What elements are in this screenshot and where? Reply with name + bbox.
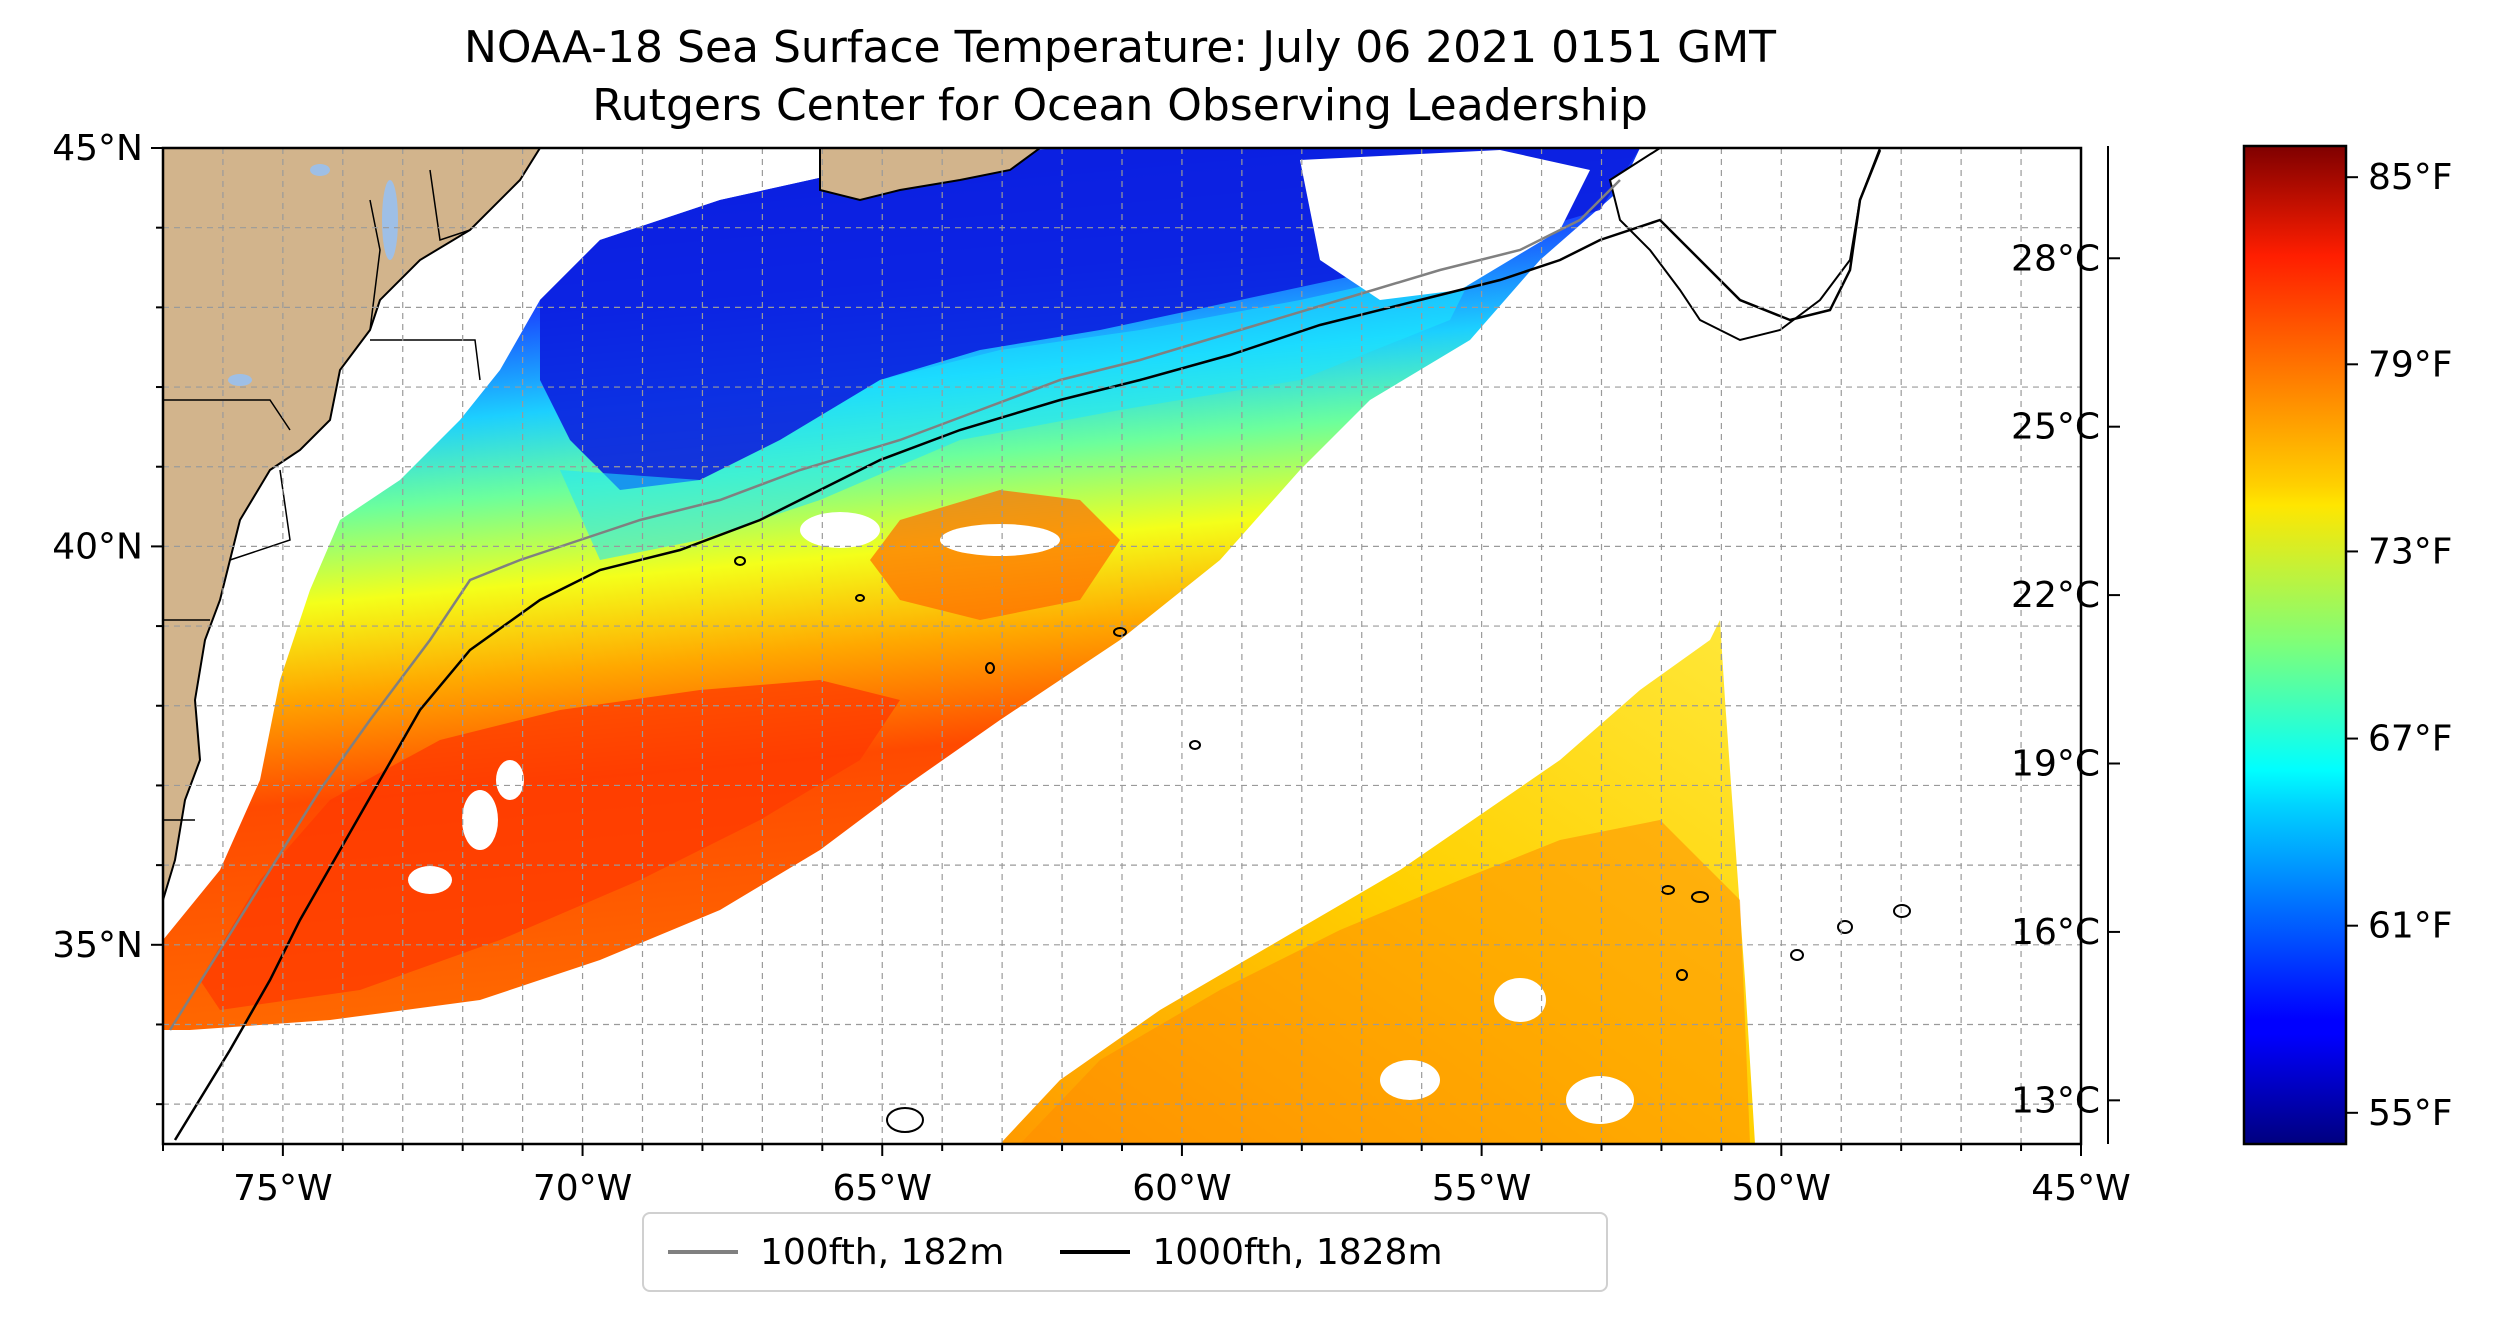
south-swath-warm-area [1020,820,1750,1144]
fahrenheit-tick-label: 85°F [2368,157,2453,198]
lon-tick-label: 50°W [1732,1168,1831,1209]
fahrenheit-tick-label: 55°F [2368,1093,2453,1134]
chart-subtitle: Rutgers Center for Ocean Observing Leade… [592,80,1648,131]
isobath-1000fth [173,149,1882,1141]
chart-title: NOAA-18 Sea Surface Temperature: July 06… [463,22,1777,73]
map-canvas [163,148,2081,1144]
lon-tick-label: 65°W [833,1168,932,1209]
fahrenheit-tick-label: 79°F [2368,344,2453,385]
legend-label-100fth: 100fth, 182m [760,1231,1005,1273]
colorbar [2242,144,2348,1146]
legend-entry-100fth: 100fth, 182m [668,1232,1004,1273]
land-north-america [163,148,542,901]
fahrenheit-tick-label: 73°F [2368,531,2453,572]
isobath-100fth [168,179,1621,1031]
lon-tick-label: 55°W [1432,1168,1531,1209]
fahrenheit-tick-label: 61°F [2368,906,2453,947]
cloud-gaps [165,150,1634,1144]
lon-tick-label: 70°W [533,1168,632,1209]
lakes [228,164,398,386]
celsius-tick-label: 19°C [2011,744,2100,785]
legend-line-1000fth [1060,1250,1131,1254]
lat-tick-label: 45°N [52,128,143,169]
fahrenheit-axis: 85°F 79°F 73°F 67°F 61°F 55°F [2346,157,2453,1134]
lat-tick-label: 40°N [52,526,143,567]
lat-tick-label: 35°N [52,925,143,966]
celsius-axis: 28°C 25°C 22°C 19°C 16°C 13°C [2011,146,2120,1144]
longitude-axis: 75°W 70°W 65°W 60°W 55°W 50°W 45°W [162,1144,2131,1209]
legend-line-100fth [668,1250,738,1254]
legend-label-1000fth: 1000fth, 1828m [1152,1231,1443,1273]
celsius-tick-label: 16°C [2011,912,2100,953]
fahrenheit-tick-label: 67°F [2368,719,2453,760]
lon-tick-label: 45°W [2031,1168,2130,1209]
cool-transition-water [560,260,1480,560]
latitude-axis: 45°N 40°N 35°N [52,128,163,1106]
legend: 100fth, 182m 1000fth, 1828m [642,1212,1608,1292]
lon-tick-label: 75°W [233,1168,332,1209]
land-maine-nova-scotia [819,148,1042,202]
legend-entry-1000fth: 1000fth, 1828m [1060,1231,1443,1273]
celsius-tick-label: 13°C [2011,1080,2100,1121]
gridlines [163,148,2081,1144]
celsius-tick-label: 22°C [2011,575,2100,616]
gulf-stream-core [200,680,900,1010]
lon-tick-label: 60°W [1132,1168,1231,1209]
celsius-tick-label: 28°C [2011,238,2100,279]
celsius-tick-label: 25°C [2011,407,2100,448]
